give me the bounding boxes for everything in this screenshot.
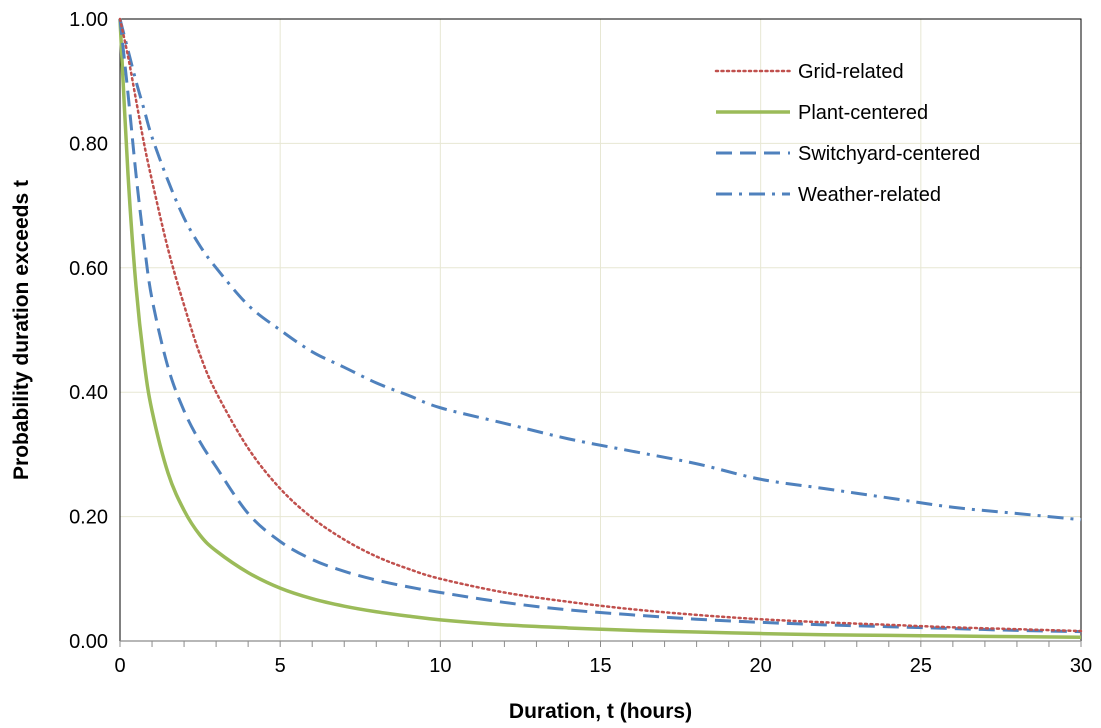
- y-tick-label: 0.00: [69, 631, 108, 653]
- legend-label: Switchyard-centered: [798, 143, 980, 165]
- x-tick-label: 0: [114, 655, 125, 677]
- x-tick-label: 5: [275, 655, 286, 677]
- x-tick-label: 30: [1070, 655, 1092, 677]
- series-line-weather-related: [118, 18, 1082, 522]
- y-tick-label: 1.00: [69, 9, 108, 31]
- legend-item: Grid-related: [714, 61, 904, 83]
- legend-label: Grid-related: [798, 61, 904, 83]
- legend-item: Switchyard-centered: [716, 143, 980, 165]
- x-axis-title: Duration, t (hours): [509, 700, 692, 723]
- x-tick-labels: 0 5 10 15 20 25 30: [114, 655, 1092, 677]
- legend-label: Plant-centered: [798, 102, 928, 124]
- series-line-grid-related: [118, 17, 1083, 633]
- x-tick-label: 15: [589, 655, 611, 677]
- y-tick-label: 0.80: [69, 133, 108, 155]
- series-line-plant-centered: [118, 18, 1082, 640]
- x-tick-label: 25: [910, 655, 932, 677]
- legend-item: Plant-centered: [716, 102, 928, 124]
- x-tick-label: 10: [429, 655, 451, 677]
- y-axis-title: Probability duration exceeds t: [10, 180, 33, 480]
- x-minor-ticks: [119, 641, 1082, 647]
- series-line-switchyard-centered: [118, 18, 1082, 634]
- y-tick-label: 0.20: [69, 507, 108, 529]
- legend-label: Weather-related: [798, 184, 941, 206]
- x-tick-label: 20: [750, 655, 772, 677]
- legend: Grid-related Plant-centered Switchyard-cen…: [714, 61, 980, 206]
- y-tick-label: 0.60: [69, 258, 108, 280]
- gridlines: [120, 19, 1081, 641]
- legend-item: Weather-related: [716, 184, 941, 206]
- y-tick-label: 0.40: [69, 382, 108, 404]
- series-layer: [118, 17, 1083, 640]
- y-tick-labels: 0.00 0.20 0.40 0.60 0.80 1.00: [69, 9, 108, 653]
